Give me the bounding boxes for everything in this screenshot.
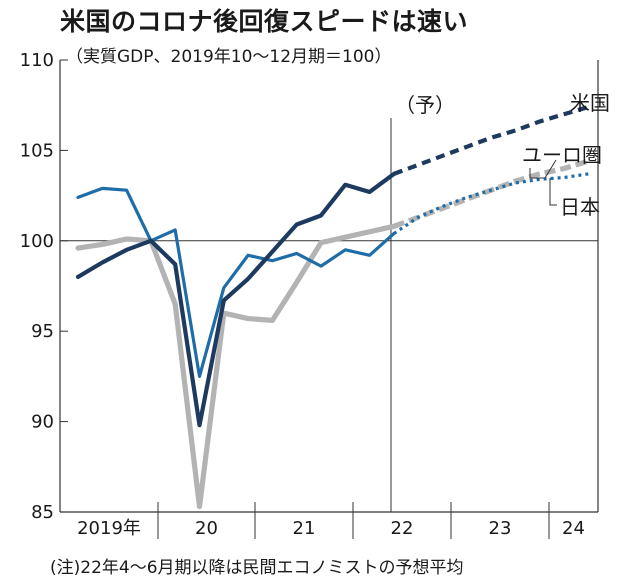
y-tick-label: 85 [31, 502, 54, 523]
forecast-label: （予） [395, 93, 455, 117]
series-line-japan [76, 186, 396, 378]
series-forecast-us [393, 104, 589, 176]
series-label-japan: 日本 [560, 195, 600, 219]
chart-note: (注)22年4〜6月期以降は民間エコノミストの予想平均 [50, 558, 464, 578]
chart-title: 米国のコロナ後回復スピードは速い [60, 7, 469, 36]
series-forecast-japan [393, 172, 589, 235]
y-tick-label: 100 [20, 231, 54, 252]
leader-line-eurozone [529, 159, 557, 179]
y-tick-label: 105 [20, 140, 54, 161]
series-label-us: 米国 [570, 91, 610, 115]
y-tick-label: 110 [20, 50, 54, 71]
chart-lines [75, 104, 590, 510]
series-label-eurozone: ユーロ圏 [522, 143, 602, 167]
leader-line-japan [549, 178, 557, 206]
x-tick-label: 23 [489, 518, 512, 539]
chart-grid: 85 90 95 100 105 110 2019年 20 21 22 23 24 [20, 50, 599, 539]
x-tick-label: 21 [293, 518, 316, 539]
x-tick-label: 2019年 [77, 518, 141, 539]
chart-subtitle: （実質GDP、2019年10〜12月期＝100） [66, 47, 392, 67]
x-tick-label: 24 [562, 518, 585, 539]
x-tick-label: 22 [391, 518, 414, 539]
chart-labels: （予） 米国 ユーロ圏 日本 [395, 91, 610, 219]
x-tick-label: 20 [195, 518, 218, 539]
y-tick-label: 90 [31, 412, 54, 433]
series-line-eurozone [75, 223, 397, 510]
y-tick-label: 95 [31, 321, 54, 342]
series-line-us [75, 171, 396, 428]
